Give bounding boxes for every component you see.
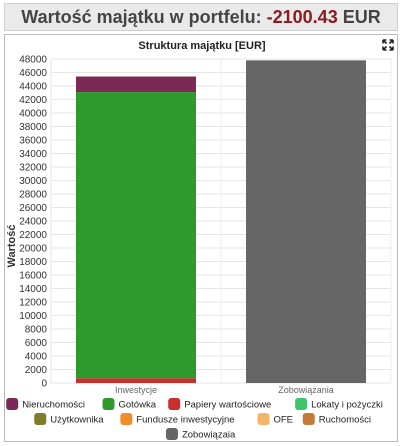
y-tick-label: 46000 <box>19 68 47 79</box>
legend-label: Papiery wartościowe <box>184 400 271 411</box>
legend-item[interactable]: Nieruchomości <box>6 398 85 411</box>
y-tick-label: 34000 <box>19 149 47 160</box>
legend-label: Fundusze inwestycyjne <box>136 415 234 426</box>
legend-swatch <box>168 398 181 410</box>
y-tick-label: 26000 <box>19 203 47 214</box>
y-axis-label: Wartość <box>6 225 18 268</box>
legend-item[interactable]: Zobowiązaia <box>165 428 236 441</box>
y-tick-label: 28000 <box>19 190 47 201</box>
bar-segment[interactable] <box>76 92 196 379</box>
y-tick-label: 24000 <box>19 217 47 228</box>
y-tick-label: 30000 <box>19 176 47 187</box>
legend-label: Użytkownika <box>50 415 104 426</box>
legend-swatch <box>295 398 308 410</box>
legend-item[interactable]: Użytkownika <box>34 413 104 426</box>
legend-swatch <box>120 413 133 425</box>
x-category-label: Zobowiązania <box>278 385 334 395</box>
y-tick-label: 36000 <box>19 136 47 147</box>
legend-swatch <box>165 428 178 440</box>
legend-label: Nieruchomości <box>22 400 85 411</box>
header-label: Wartość majątku w portfelu: <box>21 6 262 27</box>
bar-segment[interactable] <box>246 60 366 383</box>
legend-swatch <box>6 398 19 410</box>
legend-label: Ruchomości <box>319 415 371 426</box>
currency-label: EUR <box>342 6 381 27</box>
y-tick-label: 14000 <box>19 284 47 295</box>
legend-swatch <box>102 398 115 410</box>
portfolio-value: -2100.43 <box>266 6 338 27</box>
y-tick-label: 16000 <box>19 271 47 282</box>
y-tick-label: 8000 <box>25 325 48 336</box>
legend-swatch <box>302 413 315 425</box>
y-tick-label: 22000 <box>19 230 47 241</box>
y-tick-label: 4000 <box>25 352 48 363</box>
legend-item[interactable]: Gotówka <box>102 398 157 411</box>
y-tick-label: 6000 <box>25 338 48 349</box>
x-category-label: Inwestycje <box>115 385 157 395</box>
legend-label: Zobowiązaia <box>182 430 236 441</box>
y-tick-label: 2000 <box>25 365 48 376</box>
legend-label: Lokaty i pożyczki <box>311 400 383 411</box>
y-tick-label: 32000 <box>19 163 47 174</box>
legend-label: Gotówka <box>119 400 157 411</box>
y-tick-label: 38000 <box>19 122 47 133</box>
y-tick-label: 42000 <box>19 95 47 106</box>
legend-swatch <box>34 413 47 425</box>
legend-item[interactable]: OFE <box>257 413 293 426</box>
legend-item[interactable]: Fundusze inwestycyjne <box>120 413 235 426</box>
y-tick-label: 48000 <box>19 55 47 66</box>
asset-structure-chart: Struktura majątku [EUR] Wartość 0 2000 400… <box>6 39 394 441</box>
bar-segment[interactable] <box>76 378 196 383</box>
y-tick-label: 18000 <box>19 257 47 268</box>
y-tick-label: 10000 <box>19 311 47 322</box>
y-tick-label: 12000 <box>19 298 47 309</box>
y-tick-label: 44000 <box>19 82 47 93</box>
fullscreen-icon[interactable] <box>382 39 394 51</box>
legend-item[interactable]: Ruchomości <box>302 413 371 426</box>
legend-item[interactable]: Papiery wartościowe <box>168 398 271 411</box>
chart-panel: Struktura majątku [EUR] Wartość 0 2000 400… <box>4 34 398 442</box>
bar-segment[interactable] <box>76 76 196 93</box>
legend-label: OFE <box>273 415 293 426</box>
portfolio-value-header: Wartość majątku w portfelu: -2100.43 EUR <box>4 3 398 31</box>
legend-item[interactable]: Lokaty i pożyczki <box>295 398 383 411</box>
y-tick-label: 20000 <box>19 244 47 255</box>
y-tick-label: 40000 <box>19 109 47 120</box>
legend-swatch <box>257 413 270 425</box>
chart-title: Struktura majątku [EUR] <box>138 40 265 52</box>
y-tick-label: 0 <box>41 379 47 390</box>
